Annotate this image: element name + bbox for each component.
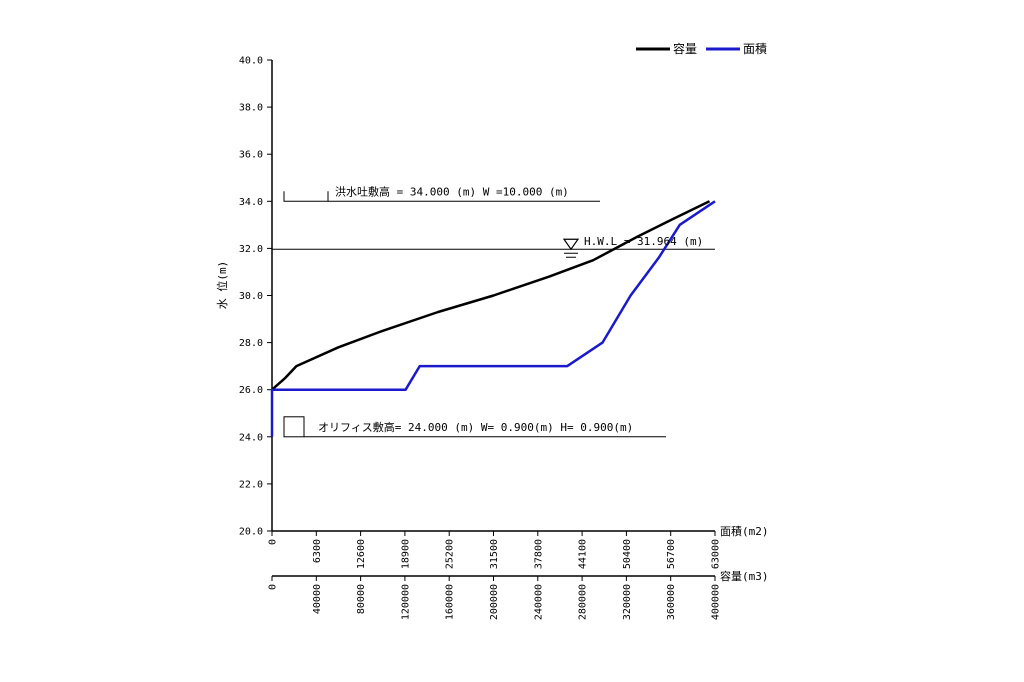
y-tick-label: 34.0	[239, 197, 263, 208]
area-tick-label: 50400	[622, 539, 633, 569]
orifice-symbol	[283, 416, 305, 438]
y-tick-label: 24.0	[239, 432, 263, 443]
y-tick-label: 40.0	[239, 56, 263, 67]
legend: 容量 面積	[636, 41, 767, 56]
y-tick-label: 30.0	[239, 291, 263, 302]
spillway-label: 洪水吐敷高 = 34.000 (m) W =10.000 (m)	[335, 184, 569, 198]
y-tick-label: 32.0	[239, 244, 263, 255]
volume-tick-label: 80000	[356, 584, 367, 614]
hwl-triangle	[562, 238, 580, 251]
volume-tick-label: 240000	[533, 584, 544, 620]
spillway-symbol	[283, 191, 329, 202]
volume-tick-label: 120000	[400, 584, 411, 620]
axes: 20.0 22.0 24.0 26.0 28.0 30.0 32.0 34.0 36.0 38.0…	[215, 56, 769, 621]
legend-label-volume: 容量	[673, 41, 697, 56]
y-tick-label: 26.0	[239, 385, 263, 396]
area-tick-label: 63000	[711, 539, 722, 569]
area-tick-label: 44100	[578, 539, 589, 569]
series-group	[270, 200, 716, 437]
y-axis-label: 水 位(m)	[215, 261, 229, 310]
y-tick-label: 20.0	[239, 527, 263, 538]
volume-tick-label: 40000	[312, 584, 323, 614]
volume-tick-label: 200000	[489, 584, 500, 620]
area-tick-label: 0	[268, 539, 279, 545]
area-axis-label: 面積(m2)	[720, 524, 769, 538]
volume-tick-label: 320000	[622, 584, 633, 620]
area-tick-label: 6300	[312, 539, 323, 563]
y-tick-label: 36.0	[239, 150, 263, 161]
y-tick-label: 38.0	[239, 103, 263, 114]
series-line-area	[270, 200, 716, 437]
area-tick-label: 25200	[445, 539, 456, 569]
volume-tick-label: 400000	[711, 584, 722, 620]
area-tick-label: 18900	[400, 539, 411, 569]
y-tick-label: 22.0	[239, 479, 263, 490]
hwl-label: H.W.L = 31.964 (m)	[584, 235, 703, 248]
annotations: 洪水吐敷高 = 34.000 (m) W =10.000 (m) H.W.L = …	[283, 184, 703, 438]
area-tick-label: 31500	[489, 539, 500, 569]
volume-tick-label: 360000	[666, 584, 677, 620]
series-line-volume	[271, 200, 711, 391]
legend-label-area: 面積	[743, 41, 767, 56]
volume-axis-label: 容量(m3)	[720, 569, 769, 583]
volume-tick-label: 160000	[445, 584, 456, 620]
volume-tick-label: 280000	[578, 584, 589, 620]
y-tick-label: 28.0	[239, 338, 263, 349]
area-tick-label: 12600	[356, 539, 367, 569]
area-tick-label: 37800	[533, 539, 544, 569]
orifice-label: オリフィス敷高= 24.000 (m) W= 0.900(m) H= 0.900…	[318, 420, 633, 434]
area-tick-label: 56700	[666, 539, 677, 569]
volume-tick-label: 0	[268, 584, 279, 590]
